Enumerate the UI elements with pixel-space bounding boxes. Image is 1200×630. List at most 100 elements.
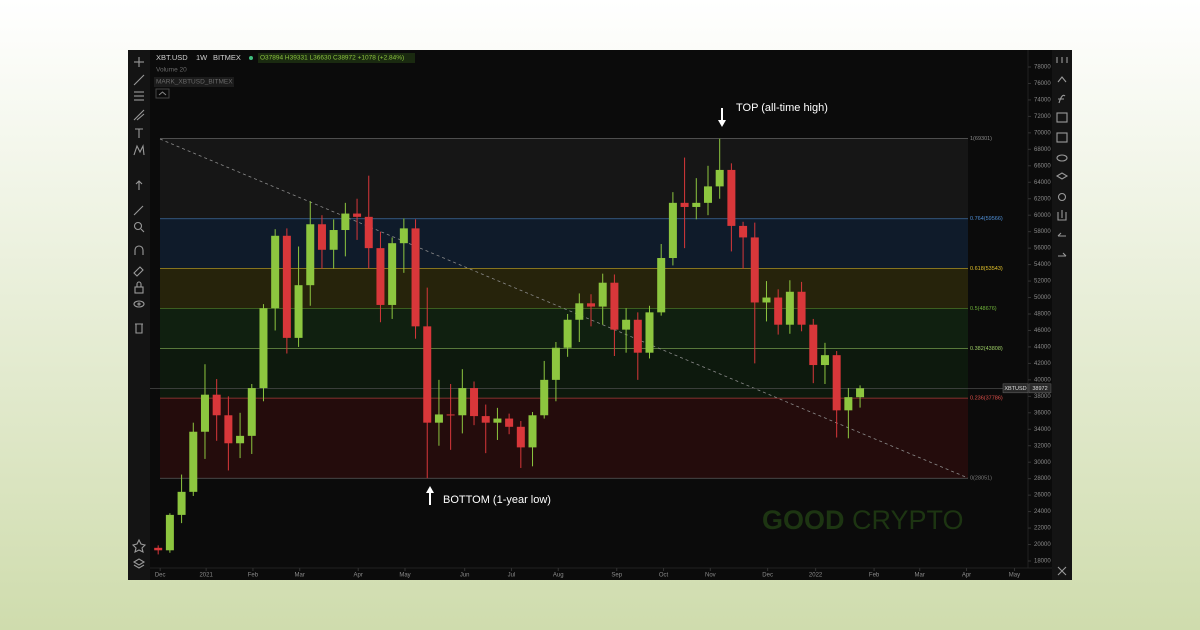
y-tick-label: 58000: [1034, 229, 1051, 235]
panel-layers[interactable]: [1055, 172, 1069, 180]
candle-body: [376, 248, 385, 305]
candle-body: [774, 297, 783, 325]
tool-fib[interactable]: [134, 91, 144, 101]
price-tag-name-box: [1002, 383, 1029, 394]
candle-body: [551, 347, 560, 380]
x-tick-label: Dec: [762, 573, 773, 579]
candle-body: [563, 319, 572, 348]
y-tick-label: 54000: [1034, 262, 1051, 268]
candles: [154, 138, 865, 555]
x-tick-label: Nov: [705, 573, 716, 579]
x-tick-label: Apr: [354, 573, 363, 579]
y-tick-label: 64000: [1034, 180, 1051, 186]
candle-body: [668, 202, 677, 259]
y-tick-label: 76000: [1034, 81, 1051, 87]
tool-text[interactable]: [135, 128, 143, 138]
x-tick-label: Aug: [553, 573, 564, 579]
x-tick-label: Mar: [915, 573, 925, 579]
candle-body: [329, 230, 338, 250]
y-tick-label: 60000: [1034, 213, 1051, 219]
panel-watchlist[interactable]: [1056, 57, 1068, 63]
annotations: TOP (all-time high) BOTTOM (1-year low): [426, 102, 828, 506]
candle-body: [236, 435, 245, 444]
y-tick-label: 34000: [1034, 427, 1051, 433]
price-tag-value: 38972: [1032, 386, 1047, 392]
y-tick-label: 40000: [1034, 377, 1051, 383]
candle-body: [797, 291, 806, 325]
candle-body: [282, 235, 291, 338]
tool-magnet[interactable]: [134, 245, 144, 255]
panel-redo[interactable]: [1058, 252, 1067, 257]
candle-body: [189, 431, 198, 492]
header: XBT.USD 1W BITMEX O37894 H39331 L36630 C…: [154, 53, 415, 99]
collapse-button[interactable]: [155, 88, 170, 99]
panel-settings[interactable]: [1057, 192, 1067, 202]
y-tick-label: 18000: [1034, 559, 1051, 565]
y-tick-label: 36000: [1034, 410, 1051, 416]
fib-label: 0.5(48676): [970, 306, 997, 312]
candle-body: [353, 213, 362, 217]
y-tick-label: 52000: [1034, 279, 1051, 285]
fib-band: [160, 268, 968, 309]
y-tick-label: 38000: [1034, 394, 1051, 400]
candle-body: [446, 414, 455, 416]
candle-body: [224, 415, 233, 444]
y-tick-label: 74000: [1034, 98, 1051, 104]
tool-ruler[interactable]: [133, 205, 144, 216]
candle-body: [493, 418, 502, 423]
tool-lock[interactable]: [134, 281, 144, 294]
candle-body: [247, 388, 256, 436]
tool-layers[interactable]: [132, 558, 146, 569]
tool-zoom[interactable]: [133, 221, 145, 233]
tool-arrow[interactable]: [135, 180, 143, 190]
tool-delete[interactable]: [135, 323, 143, 334]
side-panel-tools: [1055, 57, 1069, 576]
panel-fullscreen[interactable]: [1056, 112, 1068, 123]
y-tick-label: 42000: [1034, 361, 1051, 367]
bottom-arrow-head: [426, 486, 434, 493]
panel-undo[interactable]: [1057, 232, 1066, 237]
candle-body: [692, 202, 701, 207]
tool-pattern[interactable]: [133, 144, 145, 156]
tool-cursor[interactable]: [134, 57, 144, 67]
tool-visibility[interactable]: [133, 300, 145, 308]
y-tick-label: 70000: [1034, 130, 1051, 136]
candle-body: [703, 186, 712, 203]
candle-body: [844, 397, 853, 411]
y-tick-label: 26000: [1034, 493, 1051, 499]
ohlc-background: [258, 53, 415, 63]
candle-body: [364, 216, 373, 249]
market-status: [249, 56, 253, 60]
tool-favorite[interactable]: [131, 538, 147, 554]
annotation-top: TOP (all-time high): [736, 102, 828, 114]
candle-body: [388, 243, 397, 305]
panel-alerts[interactable]: [1057, 76, 1067, 83]
candle-body: [317, 224, 326, 250]
watermark: CRYPTO: [852, 505, 964, 535]
tool-brush[interactable]: [133, 266, 144, 277]
panel-share[interactable]: [1057, 210, 1067, 221]
tool-pitchfork[interactable]: [133, 109, 145, 121]
candle-body: [820, 355, 829, 366]
tool-trendline[interactable]: [133, 74, 145, 86]
fib-label: 0(28051): [970, 476, 992, 482]
panel-indicators[interactable]: [1058, 94, 1066, 104]
panel-calendar[interactable]: [1056, 132, 1068, 143]
top-arrow-head: [718, 120, 726, 127]
candle-body: [575, 303, 584, 320]
axes: 18000 20000 22000 24000 26000 28000 30000 32000…: [150, 65, 1051, 579]
candle-body: [271, 235, 280, 309]
candle-body: [739, 225, 748, 238]
candle-body: [633, 319, 642, 353]
fib-band: [160, 398, 968, 479]
panel-close[interactable]: [1057, 566, 1067, 576]
panel-eye[interactable]: [1056, 154, 1068, 162]
interval: 1W: [196, 53, 208, 62]
drawing-tools: [131, 57, 147, 569]
ohlc: O37894 H39331 L36630 C38972 +1078 (+2.84…: [260, 55, 404, 62]
fib-label: 0.236(37786): [970, 396, 1003, 402]
x-tick-label: May: [399, 573, 410, 579]
candle-body: [411, 228, 420, 327]
y-tick-label: 66000: [1034, 163, 1051, 169]
